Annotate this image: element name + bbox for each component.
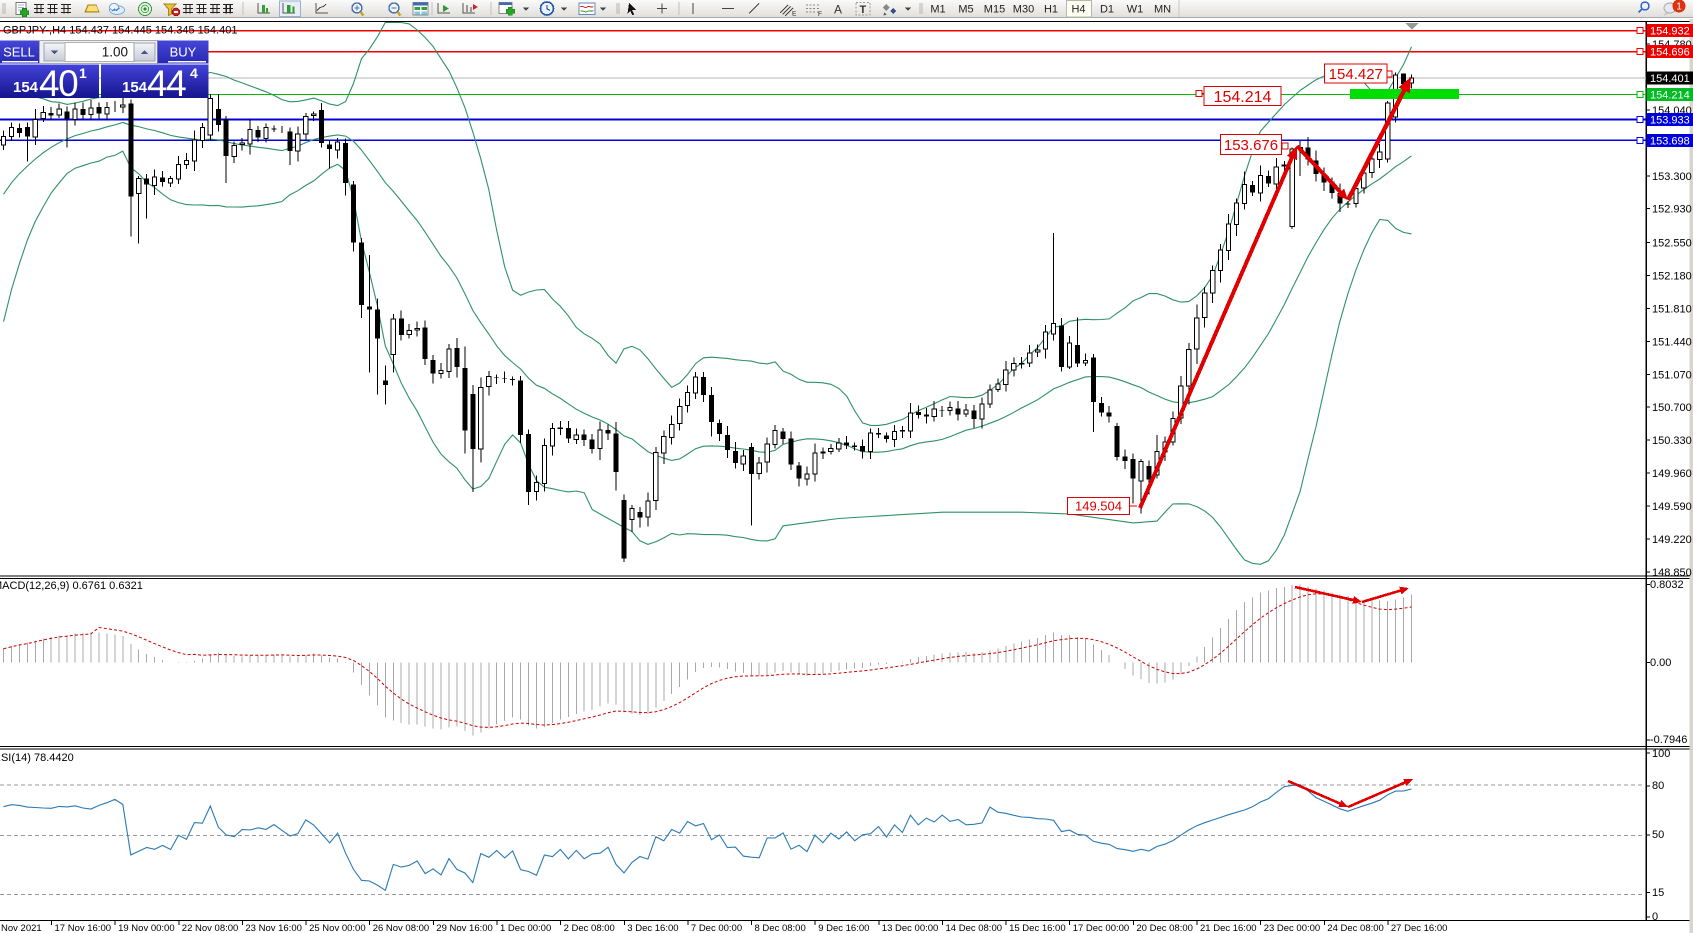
svg-text:13 Dec 00:00: 13 Dec 00:00: [882, 923, 939, 933]
svg-text:19 Nov 00:00: 19 Nov 00:00: [118, 923, 175, 933]
svg-text:153.933: 153.933: [1650, 115, 1690, 127]
svg-text:154.214: 154.214: [1214, 89, 1272, 106]
svg-text:154: 154: [13, 79, 39, 96]
svg-text:1: 1: [79, 65, 87, 81]
svg-text:154.214: 154.214: [1650, 90, 1690, 102]
svg-text:H4: H4: [1071, 4, 1085, 16]
svg-text:148.850: 148.850: [1652, 567, 1692, 579]
svg-text:151.070: 151.070: [1652, 369, 1692, 381]
svg-text:M5: M5: [958, 4, 973, 16]
svg-text:153.676: 153.676: [1224, 137, 1278, 154]
svg-text:MACD(12,26,9) 0.6761 0.6321: MACD(12,26,9) 0.6761 0.6321: [0, 580, 143, 592]
svg-text:D1: D1: [1100, 4, 1114, 16]
svg-text:7 Dec 00:00: 7 Dec 00:00: [691, 923, 742, 933]
svg-text:SELL: SELL: [3, 45, 35, 60]
svg-text:149.504: 149.504: [1075, 499, 1122, 514]
svg-text:27 Dec 16:00: 27 Dec 16:00: [1391, 923, 1448, 933]
svg-text:E: E: [792, 11, 797, 18]
svg-text:50: 50: [1652, 829, 1664, 841]
svg-text:151.440: 151.440: [1652, 336, 1692, 348]
svg-text:23 Dec 00:00: 23 Dec 00:00: [1264, 923, 1321, 933]
svg-text:24 Dec 08:00: 24 Dec 08:00: [1327, 923, 1384, 933]
svg-text:1: 1: [1676, 2, 1682, 13]
svg-text:154: 154: [122, 79, 148, 96]
svg-text:44: 44: [147, 63, 186, 104]
svg-text:8 Dec 08:00: 8 Dec 08:00: [755, 923, 806, 933]
svg-text:4: 4: [190, 65, 198, 81]
svg-text:149.220: 149.220: [1652, 534, 1692, 546]
svg-text:25 Nov 00:00: 25 Nov 00:00: [309, 923, 366, 933]
svg-text:17 Nov 16:00: 17 Nov 16:00: [55, 923, 112, 933]
svg-text:23 Nov 16:00: 23 Nov 16:00: [245, 923, 302, 933]
svg-text:14 Dec 08:00: 14 Dec 08:00: [946, 923, 1003, 933]
svg-text:151.810: 151.810: [1652, 303, 1692, 315]
svg-text:RSI(14) 78.4420: RSI(14) 78.4420: [0, 752, 74, 764]
svg-text:154.427: 154.427: [1329, 66, 1383, 83]
svg-text:A: A: [834, 3, 842, 17]
svg-text:17 Dec 00:00: 17 Dec 00:00: [1073, 923, 1130, 933]
svg-text:0.00: 0.00: [1650, 657, 1671, 669]
svg-text:H1: H1: [1044, 4, 1058, 16]
svg-text:0: 0: [1652, 911, 1658, 923]
svg-text:152.550: 152.550: [1652, 238, 1692, 250]
svg-text:W1: W1: [1127, 4, 1144, 16]
svg-text:21 Dec 16:00: 21 Dec 16:00: [1200, 923, 1257, 933]
svg-text:GBPJPY-,H4 154.437 154.445 15: GBPJPY-,H4 154.437 154.445 154.345 154.4…: [3, 25, 237, 37]
svg-text:T: T: [860, 4, 867, 16]
svg-text:150.330: 150.330: [1652, 435, 1692, 447]
svg-text:149.960: 149.960: [1652, 468, 1692, 480]
svg-text:22 Nov 08:00: 22 Nov 08:00: [182, 923, 239, 933]
svg-text:3 Dec 16:00: 3 Dec 16:00: [627, 923, 678, 933]
svg-text:153.698: 153.698: [1650, 135, 1690, 147]
svg-text:MN: MN: [1154, 4, 1171, 16]
svg-text:40: 40: [39, 63, 78, 104]
svg-text:20 Dec 08:00: 20 Dec 08:00: [1136, 923, 1193, 933]
svg-text:-0.7946: -0.7946: [1650, 734, 1687, 746]
svg-text:152.180: 152.180: [1652, 271, 1692, 283]
svg-text:100: 100: [1652, 748, 1670, 760]
svg-text:15 Dec 16:00: 15 Dec 16:00: [1009, 923, 1066, 933]
svg-text:1.00: 1.00: [102, 45, 128, 60]
svg-text:154.932: 154.932: [1650, 26, 1690, 38]
svg-text:152.930: 152.930: [1652, 204, 1692, 216]
svg-text:26 Nov 08:00: 26 Nov 08:00: [373, 923, 430, 933]
svg-text:BUY: BUY: [170, 45, 197, 60]
svg-text:80: 80: [1652, 780, 1664, 792]
svg-text:M15: M15: [984, 4, 1005, 16]
svg-text:1 Dec 00:00: 1 Dec 00:00: [500, 923, 551, 933]
svg-text:0.8032: 0.8032: [1650, 579, 1684, 591]
svg-text:150.700: 150.700: [1652, 402, 1692, 414]
svg-text:F: F: [818, 11, 822, 18]
svg-text:Nov 2021: Nov 2021: [1, 923, 42, 933]
svg-text:29 Nov 16:00: 29 Nov 16:00: [436, 923, 493, 933]
svg-text:149.590: 149.590: [1652, 501, 1692, 513]
svg-text:M30: M30: [1013, 4, 1034, 16]
svg-text:2 Dec 08:00: 2 Dec 08:00: [564, 923, 615, 933]
svg-text:153.300: 153.300: [1652, 171, 1692, 183]
svg-text:154.401: 154.401: [1650, 73, 1690, 85]
svg-text:154.696: 154.696: [1650, 47, 1690, 59]
svg-text:15: 15: [1652, 887, 1664, 899]
svg-text:M1: M1: [930, 4, 945, 16]
svg-text:9 Dec 16:00: 9 Dec 16:00: [818, 923, 869, 933]
